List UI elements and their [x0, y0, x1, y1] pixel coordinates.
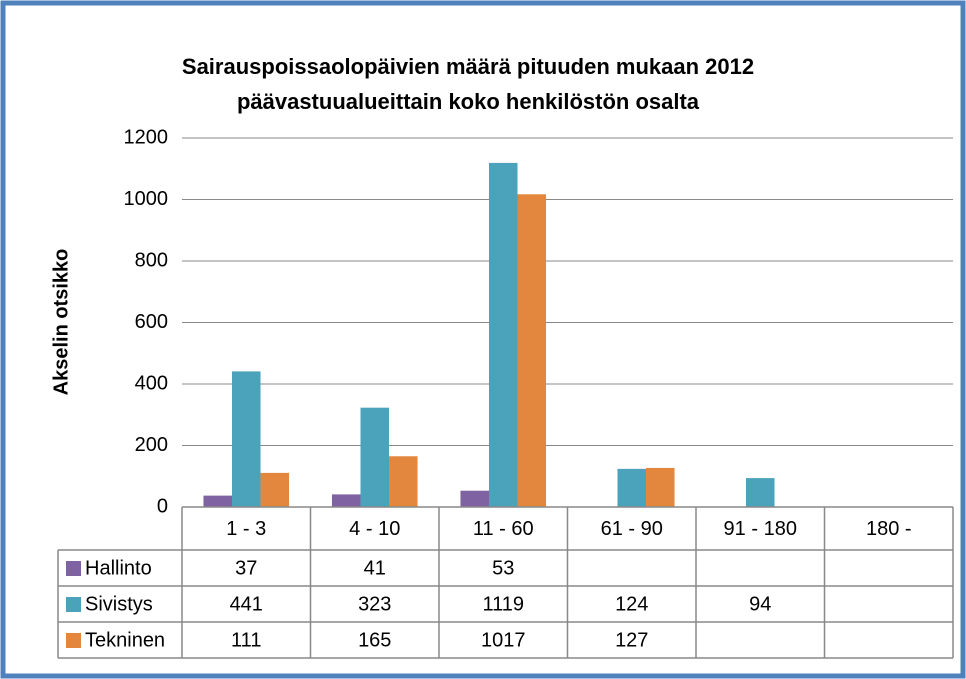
y-axis-title: Akselin otsikko	[50, 249, 72, 396]
table-value: 165	[358, 629, 391, 651]
chart-title: Sairauspoissaolopäivien määrä pituuden m…	[182, 54, 754, 79]
table-value: 111	[231, 629, 261, 651]
x-tick-label: 61 - 90	[601, 518, 663, 540]
table-value: 1119	[482, 593, 524, 615]
bar	[460, 490, 489, 507]
legend-label: Tekninen	[85, 629, 165, 651]
table-value: 94	[749, 593, 771, 615]
table-value: 124	[615, 593, 648, 615]
y-tick-label: 600	[135, 311, 168, 333]
bar	[231, 371, 261, 507]
table-value: 441	[230, 593, 263, 615]
x-tick-label: 11 - 60	[473, 518, 534, 540]
y-tick-label: 800	[135, 249, 168, 271]
legend-label: Sivistys	[85, 593, 153, 615]
chart-title: päävastuualueittain koko henkilöstön osa…	[237, 89, 700, 114]
bar	[203, 495, 232, 507]
x-tick-label: 4 - 10	[349, 518, 400, 540]
bar	[646, 467, 675, 507]
y-tick-label: 1200	[124, 126, 169, 148]
table-value: 53	[492, 557, 514, 579]
bar	[360, 407, 390, 507]
y-tick-label: 0	[157, 495, 168, 517]
x-tick-label: 1 - 3	[226, 518, 266, 540]
legend-swatch	[66, 561, 81, 576]
table-value: 1017	[481, 629, 526, 651]
table-value: 41	[364, 557, 386, 579]
table-value: 37	[235, 557, 257, 579]
x-tick-label: 91 - 180	[724, 518, 797, 540]
bar	[331, 494, 361, 507]
bar	[517, 194, 547, 507]
bar	[260, 472, 290, 507]
y-tick-label: 400	[135, 372, 168, 394]
bar	[389, 456, 418, 507]
x-tick-label: 180 -	[866, 518, 912, 540]
legend-swatch	[66, 597, 81, 612]
bar	[488, 162, 518, 507]
bar	[745, 478, 775, 507]
y-tick-label: 1000	[124, 188, 169, 210]
bar	[617, 468, 647, 507]
table-value: 127	[615, 629, 648, 651]
table-value: 323	[358, 593, 391, 615]
legend-swatch	[66, 633, 81, 648]
y-tick-label: 200	[135, 434, 168, 456]
legend-label: Hallinto	[85, 557, 152, 579]
